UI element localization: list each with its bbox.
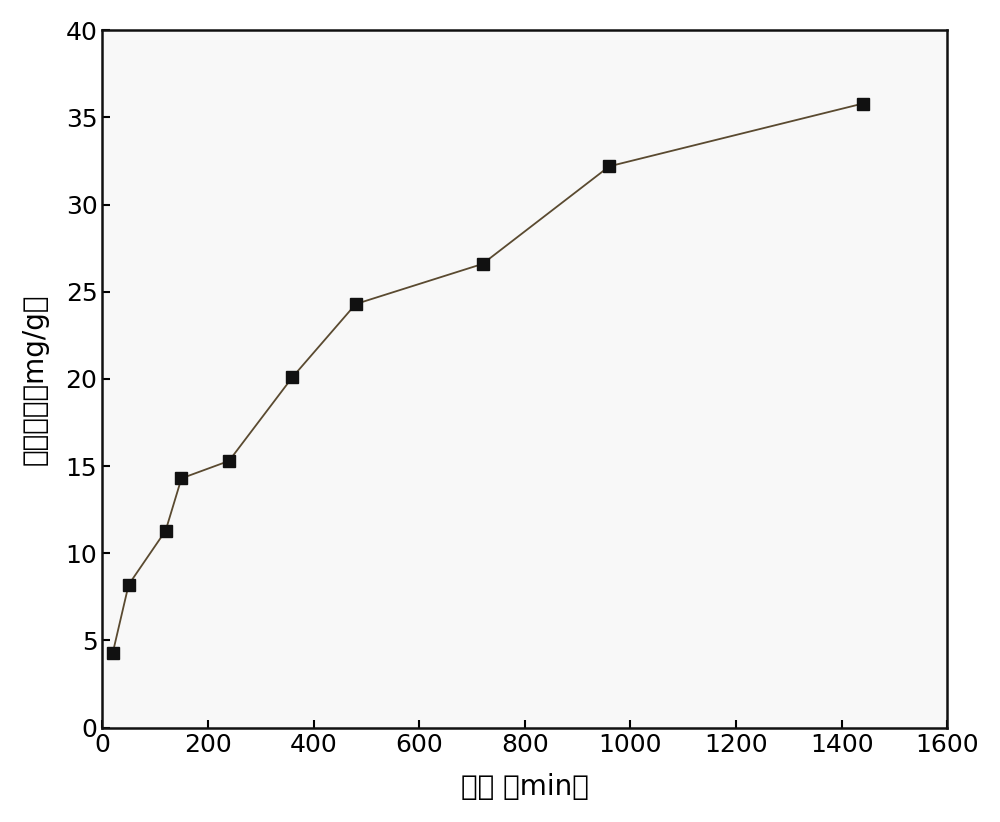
Y-axis label: 吸附容量（mg/g）: 吸附容量（mg/g） xyxy=(21,293,49,464)
X-axis label: 时间 （min）: 时间 （min） xyxy=(461,774,589,801)
